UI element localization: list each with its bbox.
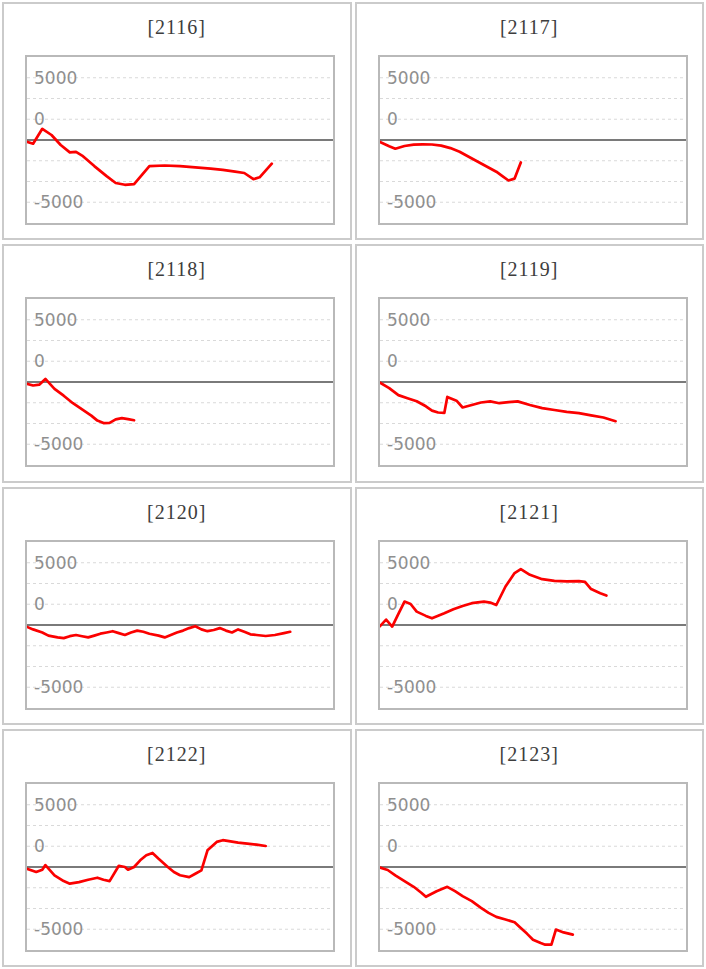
- chart-tile[interactable]: [2122] 5000 0 -5000: [2, 729, 352, 967]
- svg-text:-5000: -5000: [34, 919, 83, 939]
- sparkline-svg: 5000 0 -5000: [380, 784, 686, 950]
- svg-text:5000: 5000: [34, 68, 77, 88]
- svg-text:-5000: -5000: [387, 677, 436, 697]
- sparkline-plot: 5000 0 -5000: [378, 782, 688, 952]
- sparkline-plot: 5000 0 -5000: [378, 55, 688, 225]
- svg-text:0: 0: [34, 109, 45, 129]
- chart-title: [2117]: [357, 4, 703, 42]
- svg-text:0: 0: [387, 836, 398, 856]
- svg-text:0: 0: [387, 109, 398, 129]
- sparkline-plot: 5000 0 -5000: [25, 540, 335, 710]
- svg-text:5000: 5000: [387, 68, 430, 88]
- sparkline-plot: 5000 0 -5000: [378, 297, 688, 467]
- chart-tile[interactable]: [2118] 5000 0 -5000: [2, 244, 352, 482]
- svg-text:5000: 5000: [34, 310, 77, 330]
- sparkline-svg: 5000 0 -5000: [27, 784, 333, 950]
- svg-text:-5000: -5000: [387, 192, 436, 212]
- svg-text:5000: 5000: [387, 795, 430, 815]
- chart-title: [2119]: [357, 246, 703, 284]
- sparkline-svg: 5000 0 -5000: [27, 57, 333, 223]
- chart-title: [2121]: [357, 489, 703, 527]
- svg-text:5000: 5000: [34, 552, 77, 572]
- svg-text:0: 0: [34, 836, 45, 856]
- chart-title: [2122]: [4, 731, 350, 769]
- sparkline-svg: 5000 0 -5000: [380, 57, 686, 223]
- sparkline-svg: 5000 0 -5000: [27, 542, 333, 708]
- sparkline-svg: 5000 0 -5000: [380, 299, 686, 465]
- sparkline-plot: 5000 0 -5000: [378, 540, 688, 710]
- sparkline-svg: 5000 0 -5000: [27, 299, 333, 465]
- svg-text:0: 0: [387, 351, 398, 371]
- chart-tile[interactable]: [2117] 5000 0 -5000: [355, 2, 705, 240]
- chart-tile[interactable]: [2120] 5000 0 -5000: [2, 487, 352, 725]
- svg-text:-5000: -5000: [34, 192, 83, 212]
- sparkline-svg: 5000 0 -5000: [380, 542, 686, 708]
- svg-text:5000: 5000: [387, 310, 430, 330]
- svg-text:-5000: -5000: [387, 919, 436, 939]
- svg-text:-5000: -5000: [34, 677, 83, 697]
- sparkline-plot: 5000 0 -5000: [25, 782, 335, 952]
- chart-tile[interactable]: [2123] 5000 0 -5000: [355, 729, 705, 967]
- chart-title: [2120]: [4, 489, 350, 527]
- svg-text:0: 0: [387, 594, 398, 614]
- chart-title: [2116]: [4, 4, 350, 42]
- svg-text:5000: 5000: [387, 552, 430, 572]
- chart-grid: [2116] 5000 0 -5000 [2117] 5000 0 -5000 [211…: [0, 0, 706, 969]
- chart-title: [2123]: [357, 731, 703, 769]
- svg-text:-5000: -5000: [34, 434, 83, 454]
- svg-text:0: 0: [34, 351, 45, 371]
- svg-text:0: 0: [34, 594, 45, 614]
- chart-title: [2118]: [4, 246, 350, 284]
- svg-text:-5000: -5000: [387, 434, 436, 454]
- svg-text:5000: 5000: [34, 795, 77, 815]
- chart-tile[interactable]: [2119] 5000 0 -5000: [355, 244, 705, 482]
- sparkline-plot: 5000 0 -5000: [25, 297, 335, 467]
- chart-tile[interactable]: [2116] 5000 0 -5000: [2, 2, 352, 240]
- sparkline-plot: 5000 0 -5000: [25, 55, 335, 225]
- chart-tile[interactable]: [2121] 5000 0 -5000: [355, 487, 705, 725]
